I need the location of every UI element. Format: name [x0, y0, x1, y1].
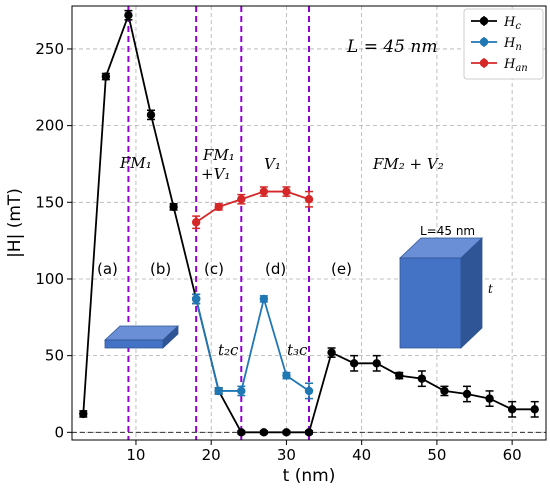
data-point — [259, 187, 269, 196]
data-point — [530, 405, 539, 414]
region-d-label: (d) — [265, 260, 286, 278]
x-tick-label: 10 — [126, 446, 145, 464]
data-point — [259, 294, 269, 304]
y-tick-label: 250 — [35, 40, 64, 58]
fm1-v1-label-top: FM₁ — [202, 146, 235, 164]
y-axis-label: |H| (mT) — [5, 188, 25, 258]
y-tick-label: 0 — [54, 423, 64, 441]
data-point — [146, 110, 156, 120]
region-c-label: (c) — [204, 260, 224, 278]
y-tick-label: 200 — [35, 117, 64, 135]
region-b-label: (b) — [150, 260, 171, 278]
region-e-label: (e) — [331, 260, 352, 278]
data-point — [214, 386, 223, 396]
data-point — [124, 11, 133, 20]
thin-film-illustration — [103, 325, 180, 349]
data-point — [372, 359, 381, 368]
legend-marker — [479, 58, 489, 68]
data-point — [282, 428, 291, 437]
box-length-label: L=45 nm — [420, 224, 475, 238]
data-point — [507, 405, 517, 414]
data-point — [327, 348, 336, 357]
series-h-n — [191, 293, 314, 400]
data-point — [349, 359, 359, 368]
annotations: L = 45 nm FM₁ FM₁ +V₁ V₁ FM₂ + V₂ (a) (b… — [97, 37, 444, 359]
legend-marker — [479, 37, 489, 47]
fm1-label: FM₁ — [119, 154, 152, 172]
box-thickness-label: t — [488, 282, 493, 296]
y-tick-label: 50 — [45, 347, 64, 365]
v1-label: V₁ — [264, 155, 281, 173]
box-front-face — [399, 257, 462, 349]
data-point — [417, 374, 427, 383]
data-point — [237, 386, 246, 396]
data-point — [282, 187, 291, 196]
series-h-an — [191, 186, 314, 230]
x-tick-label: 50 — [427, 446, 446, 464]
x-tick-label: 30 — [277, 446, 296, 464]
data-point — [79, 409, 88, 419]
length-annotation: L = 45 nm — [346, 37, 437, 57]
x-tick-label: 60 — [503, 446, 522, 464]
legend-marker — [479, 16, 489, 26]
fm1-v1-label-bottom: +V₁ — [201, 165, 230, 183]
series — [79, 9, 539, 437]
data-point — [237, 428, 246, 437]
data-point — [304, 386, 314, 396]
data-point — [304, 195, 314, 204]
x-tick-label: 40 — [352, 446, 371, 464]
t2c-label: t₂c — [218, 341, 239, 359]
data-point — [485, 394, 494, 403]
y-axis-ticks: 0 50 100 150 200 250 — [35, 40, 72, 441]
data-point — [282, 371, 291, 380]
region-a-label: (a) — [97, 260, 118, 278]
x-axis-ticks: 10 20 30 40 50 60 — [126, 440, 522, 464]
data-point — [395, 371, 404, 380]
y-tick-label: 100 — [35, 270, 64, 288]
data-point — [101, 72, 111, 81]
plot-frame — [71, 5, 547, 441]
data-point — [191, 294, 201, 304]
thick-box-illustration: L=45 nm t — [399, 224, 493, 349]
fm2-v2-label: FM₂ + V₂ — [372, 155, 444, 173]
data-point — [214, 202, 223, 212]
x-tick-label: 20 — [202, 446, 221, 464]
series-line — [195, 190, 310, 223]
film-front-face — [104, 339, 164, 349]
data-point — [440, 386, 449, 396]
data-point — [259, 428, 269, 437]
box-side-face — [460, 237, 483, 349]
data-point — [462, 389, 472, 399]
t3c-label: t₃c — [287, 341, 308, 359]
x-axis-label: t (nm) — [283, 466, 336, 486]
data-point — [304, 428, 314, 437]
data-point — [191, 218, 201, 227]
region-dividers — [127, 6, 310, 440]
film-side-face — [162, 325, 179, 349]
data-point — [237, 195, 246, 204]
y-tick-label: 150 — [35, 193, 64, 211]
data-point — [169, 202, 178, 212]
